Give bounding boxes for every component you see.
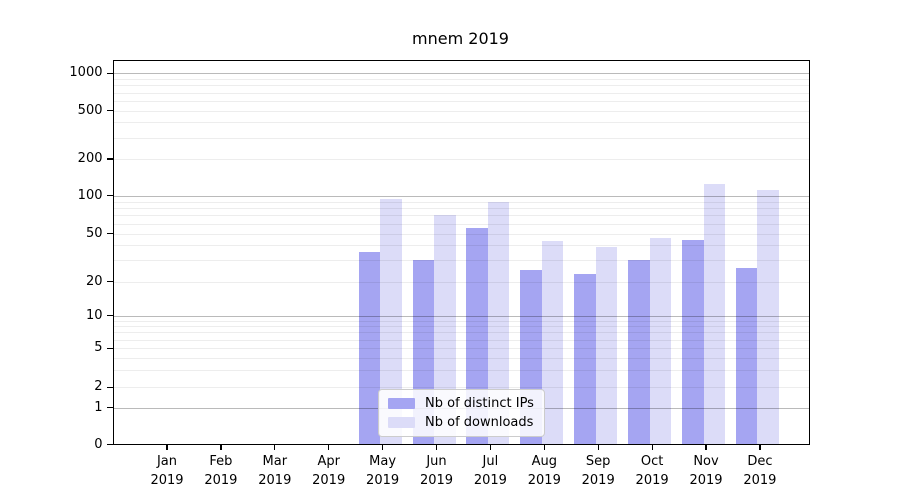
x-tick-label: Oct 2019: [635, 453, 669, 488]
x-tick-mark: [489, 444, 492, 450]
y-tick-mark: [107, 110, 113, 112]
x-tick-mark: [543, 444, 545, 450]
y-tick-label: 10: [85, 307, 103, 323]
gridline-minor: [112, 223, 810, 225]
y-tick-mark: [107, 72, 113, 74]
gridline-minor: [112, 100, 810, 102]
y-tick-label: 50: [85, 225, 103, 241]
x-tick-label: Aug 2019: [527, 453, 561, 488]
x-tick-mark: [328, 444, 330, 450]
y-tick-label: 5: [94, 340, 103, 356]
x-tick-mark: [166, 444, 168, 450]
y-tick-label: 500: [77, 102, 103, 118]
y-tick-label: 0: [94, 436, 103, 452]
bar-downloads-sep: [595, 246, 618, 445]
y-tick-mark: [107, 281, 113, 283]
gridline-minor: [112, 85, 810, 87]
bar-downloads-dec: [757, 189, 779, 445]
gridline-minor: [112, 281, 810, 283]
y-tick-label: 200: [77, 151, 103, 166]
chart-title: mnem 2019: [412, 29, 509, 48]
x-tick-label: Feb 2019: [204, 453, 238, 488]
gridline-minor: [112, 245, 810, 247]
bar-distinct-ips-oct: [628, 260, 650, 445]
y-tick-mark: [107, 315, 113, 317]
x-tick-label: May 2019: [366, 453, 400, 488]
y-tick-mark: [107, 158, 113, 160]
legend: Nb of distinct IPs Nb of downloads: [378, 389, 545, 437]
gridline-minor: [112, 215, 810, 217]
gridline-minor: [112, 159, 810, 160]
y-tick-mark: [107, 386, 113, 388]
gridline-minor: [112, 78, 810, 80]
gridline-major: [112, 315, 810, 317]
y-tick-label: 2: [94, 379, 103, 395]
gridline-major: [112, 73, 810, 75]
plot-area: 0 1 2 5 10 20 50 100 200 500 1000 Jan 2019 Feb 2019 Mar…: [69, 59, 810, 488]
gridline-minor: [112, 92, 810, 94]
bar-downloads-jun: [434, 215, 456, 445]
y-tick-mark: [107, 232, 113, 235]
bar-distinct-ips-may: [358, 252, 381, 445]
y-tick-label: 1: [94, 399, 103, 415]
gridline-minor: [112, 320, 810, 322]
y-tick-mark: [107, 407, 113, 409]
gridline-minor: [112, 326, 810, 328]
bar-downloads-may: [380, 198, 402, 445]
gridline-minor: [112, 387, 810, 389]
x-tick-label: Apr 2019: [312, 453, 346, 488]
gridline-minor: [112, 339, 810, 341]
legend-label-distinct-ips: Nb of distinct IPs: [425, 396, 534, 411]
x-tick-mark: [759, 444, 761, 450]
x-tick-mark: [274, 444, 276, 450]
y-tick-mark: [107, 195, 113, 197]
bar-downloads-oct: [649, 237, 672, 445]
x-tick-mark: [651, 444, 653, 450]
gridline-minor: [112, 332, 810, 334]
gridline-minor: [112, 122, 810, 124]
x-tick-label: Mar 2019: [258, 453, 292, 488]
legend-row-distinct-ips: Nb of distinct IPs: [388, 396, 535, 411]
x-tick-label: Jan 2019: [150, 453, 184, 488]
y-tick-label: 20: [85, 273, 103, 289]
x-tick-mark: [597, 444, 599, 450]
gridline-minor: [112, 110, 810, 112]
gridline-minor: [112, 137, 810, 139]
gridline-minor: [112, 348, 810, 350]
y-tick-label: 100: [77, 187, 103, 203]
gridline-minor: [112, 233, 810, 235]
legend-swatch-distinct-ips-icon: [388, 398, 415, 409]
legend-row-downloads: Nb of downloads: [388, 415, 535, 430]
gridline-minor: [112, 207, 810, 209]
x-tick-mark: [435, 444, 438, 450]
x-tick-mark: [705, 444, 707, 450]
bar-downloads-nov: [703, 183, 725, 445]
x-tick-mark: [220, 444, 222, 450]
bar-distinct-ips-sep: [574, 274, 596, 445]
y-tick-label: 1000: [69, 65, 103, 81]
legend-label-downloads: Nb of downloads: [425, 415, 534, 430]
gridline-minor: [112, 357, 810, 359]
legend-swatch-downloads-icon: [388, 417, 415, 428]
gridline-minor: [112, 260, 810, 262]
y-tick-mark: [107, 347, 113, 349]
bar-distinct-ips-dec: [735, 267, 758, 445]
y-tick-mark: [107, 443, 113, 446]
x-tick-label: Dec 2019: [743, 453, 777, 488]
x-tick-label: Sep 2019: [581, 453, 615, 488]
bar-downloads-aug: [541, 241, 564, 445]
x-tick-label: Nov 2019: [689, 453, 723, 488]
x-tick-label: Jul 2019: [473, 453, 507, 488]
bar-distinct-ips-nov: [682, 240, 704, 445]
gridline-minor: [112, 201, 810, 203]
x-tick-mark: [382, 444, 384, 450]
bar-downloads-jul: [487, 201, 510, 445]
gridline-minor: [112, 370, 810, 372]
gridline-major: [112, 195, 810, 197]
x-tick-label: Jun 2019: [419, 453, 454, 488]
